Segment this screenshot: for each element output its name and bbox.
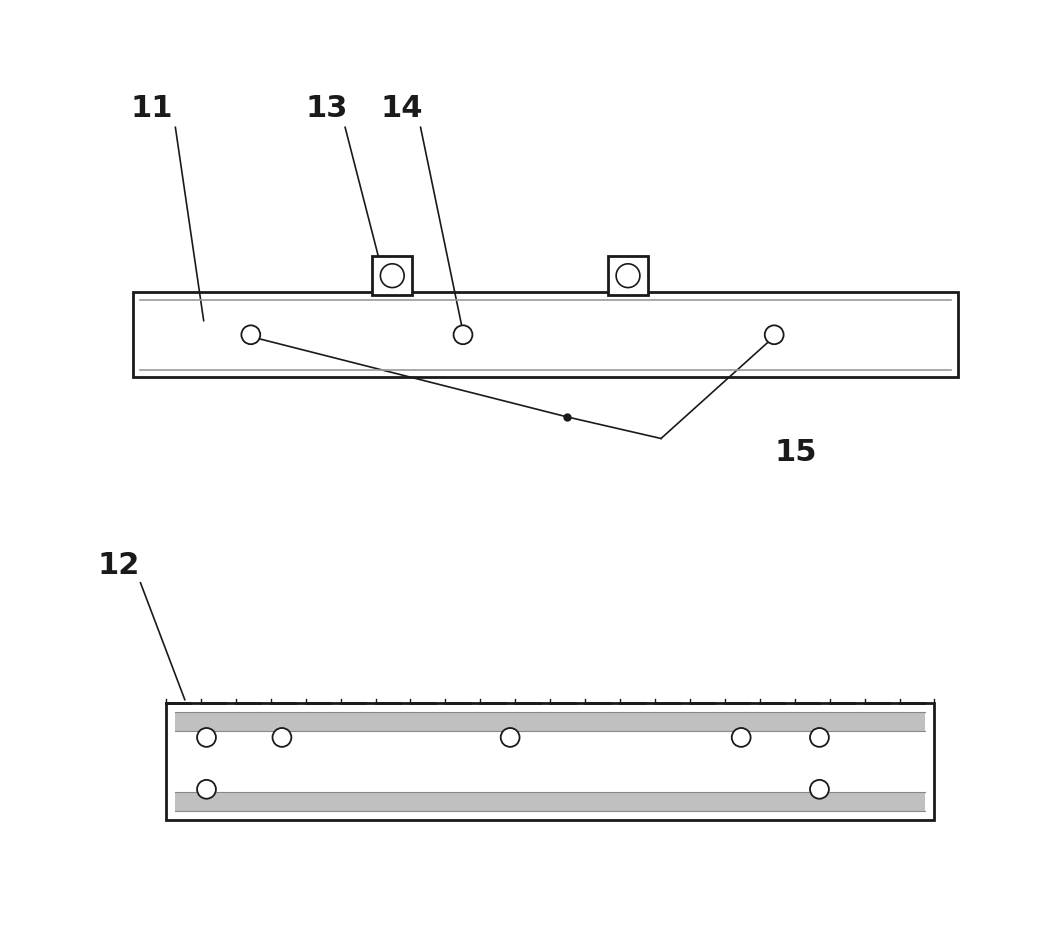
Circle shape [732, 728, 750, 747]
Circle shape [500, 728, 519, 747]
Bar [608, 256, 647, 295]
Circle shape [454, 325, 473, 344]
Circle shape [616, 264, 640, 288]
Bar [166, 703, 934, 820]
Circle shape [381, 264, 404, 288]
Circle shape [197, 780, 216, 799]
Circle shape [765, 325, 784, 344]
Circle shape [241, 325, 260, 344]
Text: 11: 11 [130, 94, 174, 123]
Bar [133, 292, 959, 377]
Text: 15: 15 [774, 438, 817, 467]
Bar [372, 256, 412, 295]
Bar [176, 792, 925, 811]
Text: 14: 14 [381, 94, 423, 123]
Bar [176, 712, 925, 731]
Circle shape [273, 728, 291, 747]
Circle shape [810, 728, 828, 747]
Circle shape [810, 780, 828, 799]
Text: 12: 12 [97, 552, 140, 580]
Circle shape [197, 728, 216, 747]
Text: 13: 13 [305, 94, 347, 123]
